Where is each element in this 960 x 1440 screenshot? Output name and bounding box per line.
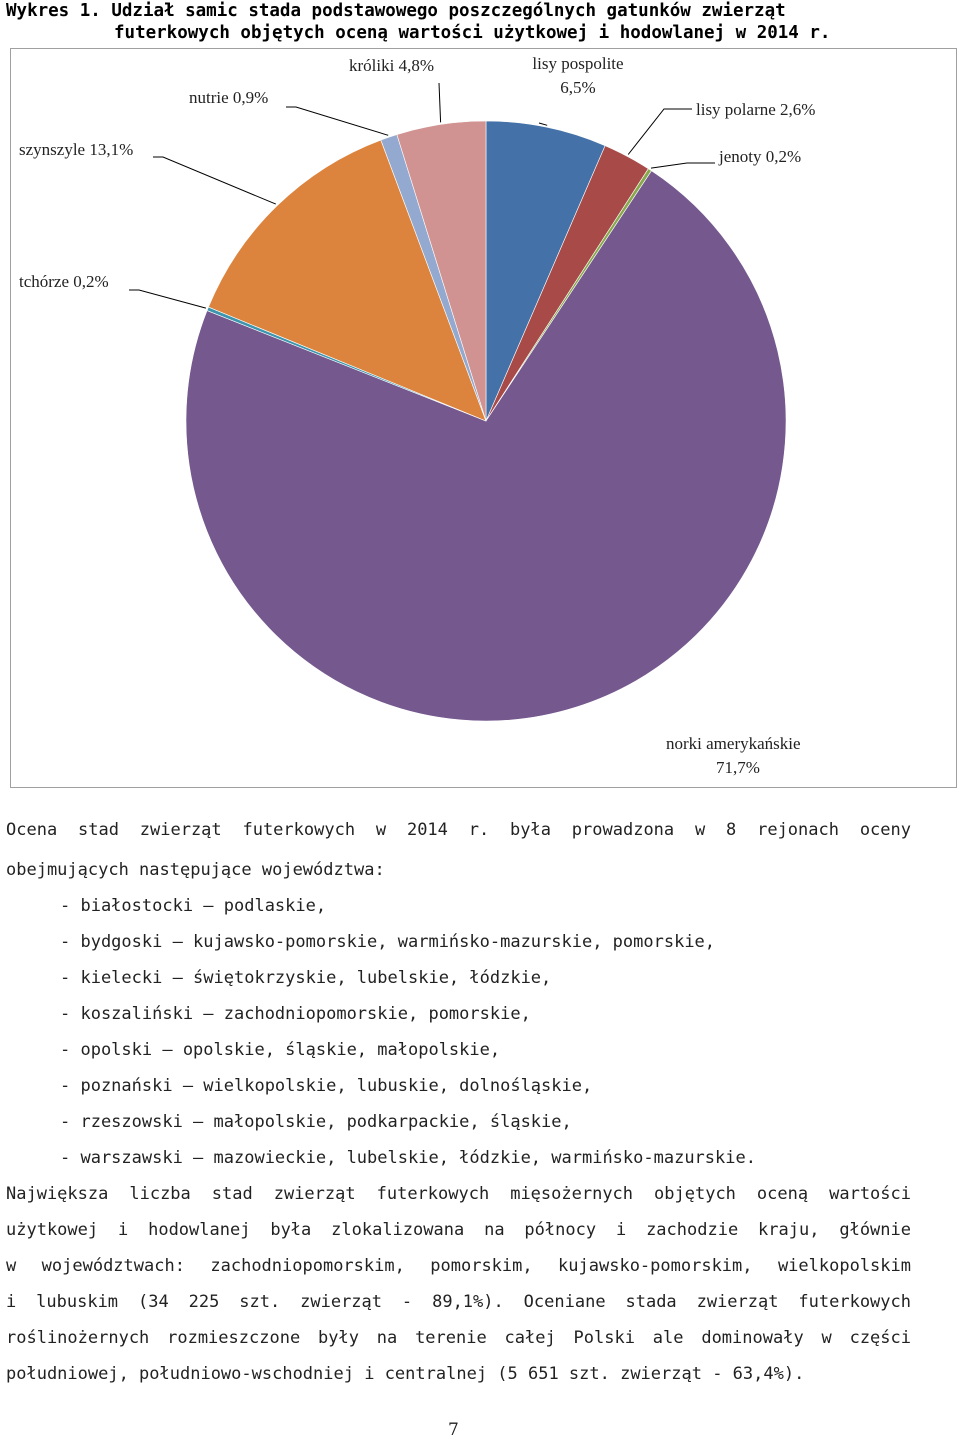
paragraph-1-line-2: obejmujących następujące województwa:: [6, 860, 385, 880]
list-item: - poznański – wielkopolskie, lubuskie, d…: [60, 1076, 593, 1096]
pie-slice-0: [485, 120, 606, 422]
slice-label-4: tchórze 0,2%: [19, 272, 109, 291]
slice-label-6: nutrie 0,9%: [189, 88, 268, 107]
pie-chart: lisy pospolite 6,5% lisy polarne 2,6% jenot…: [19, 54, 815, 777]
list-item: - białostocki – podlaskie,: [60, 896, 327, 916]
list-item: - bydgoski – kujawsko-pomorskie, warmińs…: [60, 932, 716, 952]
pie-slice-3: [185, 170, 787, 722]
leader-line-7: [438, 82, 442, 123]
paragraph-1-line-1: Ocena stad zwierząt futerkowych w 2014 r…: [6, 820, 911, 840]
list-item: - koszaliński – zachodniopomorskie, pomo…: [60, 1004, 531, 1024]
slice-label-5: szynszyle 13,1%: [19, 140, 133, 159]
leader-line-0: [538, 122, 548, 126]
slice-label-2: jenoty 0,2%: [718, 147, 801, 166]
leader-line-6: [286, 106, 389, 136]
paragraph-2-line-1: Największa liczba stad zwierząt futerkow…: [6, 1184, 911, 1204]
paragraph-2-line-3: w województwach: zachodniopomorskim, pom…: [6, 1256, 911, 1276]
caption-line-1: Wykres 1. Udział samic stada podstawoweg…: [6, 1, 786, 21]
figure-caption: Wykres 1. Udział samic stada podstawoweg…: [6, 0, 956, 44]
slice-label-1: lisy polarne 2,6%: [696, 100, 815, 119]
leader-line-2: [650, 162, 715, 169]
list-item: - rzeszowski – małopolskie, podkarpackie…: [60, 1112, 572, 1132]
paragraph-2-line-5: roślinożernych rozmieszczone były na ter…: [6, 1328, 911, 1348]
leader-line-4: [129, 289, 207, 309]
caption-line-2: futerkowych objętych oceną wartości użyt…: [114, 23, 831, 43]
pie-slice-7: [396, 120, 487, 422]
paragraph-2-line-4: i lubuskim (34 225 szt. zwierząt - 89,1%…: [6, 1292, 911, 1312]
page-number: 7: [448, 1420, 459, 1440]
pie-slice-5: [208, 139, 487, 422]
slice-label-7: króliki 4,8%: [349, 56, 434, 75]
list-item: - opolski – opolskie, śląskie, małopolsk…: [60, 1040, 501, 1060]
leader-line-1: [627, 108, 692, 155]
list-item: - kielecki – świętokrzyskie, lubelskie, …: [60, 968, 552, 988]
paragraph-2-line-6: południowej, południowo-wschodniej i cen…: [6, 1364, 805, 1384]
chart-area: lisy pospolite 6,5% lisy polarne 2,6% jenot…: [10, 48, 957, 788]
list-item: - warszawski – mazowieckie, lubelskie, ł…: [60, 1148, 756, 1168]
leader-line-5: [153, 156, 276, 205]
paragraph-2-line-2: użytkowej i hodowlanej była zlokalizowan…: [6, 1220, 911, 1240]
slice-label-3: norki amerykańskie 71,7%: [666, 734, 801, 777]
slice-label-0: lisy pospolite 6,5%: [532, 54, 623, 97]
